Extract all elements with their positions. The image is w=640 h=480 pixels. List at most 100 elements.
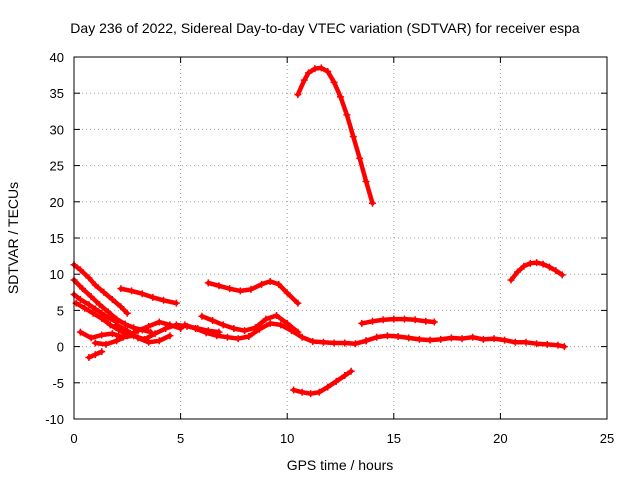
data-point bbox=[552, 267, 560, 275]
data-point bbox=[307, 390, 315, 398]
data-point bbox=[379, 316, 387, 324]
series-arc-upper-right bbox=[507, 259, 566, 284]
data-point bbox=[198, 312, 206, 320]
data-point bbox=[358, 319, 366, 327]
data-point bbox=[330, 78, 338, 86]
data-point bbox=[332, 377, 340, 385]
data-point bbox=[113, 337, 121, 345]
data-point bbox=[330, 339, 338, 347]
data-point bbox=[91, 281, 99, 289]
data-point bbox=[341, 372, 349, 380]
data-point bbox=[87, 334, 95, 342]
data-point bbox=[298, 388, 306, 396]
series-arc-late-low bbox=[362, 332, 568, 351]
data-point bbox=[192, 325, 200, 332]
data-point bbox=[513, 268, 521, 276]
data-point bbox=[300, 76, 308, 84]
data-point bbox=[319, 338, 327, 346]
data-point bbox=[245, 332, 253, 340]
data-point bbox=[76, 328, 84, 336]
data-point bbox=[411, 316, 419, 324]
series-line bbox=[199, 313, 301, 335]
data-point bbox=[262, 315, 270, 323]
data-point bbox=[98, 348, 106, 356]
data-point bbox=[507, 276, 515, 284]
data-point bbox=[81, 304, 89, 312]
y-tick-label: 30 bbox=[50, 122, 64, 137]
data-point bbox=[134, 327, 142, 335]
data-point bbox=[96, 301, 104, 309]
data-point bbox=[283, 319, 291, 327]
data-point bbox=[437, 335, 445, 343]
series-line bbox=[114, 322, 173, 345]
plot-frame bbox=[73, 56, 608, 420]
y-tick-label: 25 bbox=[50, 159, 64, 174]
data-point bbox=[275, 280, 283, 288]
y-tick-label: -10 bbox=[45, 412, 64, 427]
data-point bbox=[215, 282, 223, 290]
data-point bbox=[224, 333, 232, 341]
data-point bbox=[241, 327, 249, 335]
data-point bbox=[405, 334, 413, 342]
x-tick-label: 15 bbox=[387, 431, 401, 446]
series-line bbox=[71, 262, 130, 316]
data-point bbox=[277, 321, 285, 329]
data-point bbox=[87, 293, 95, 301]
data-point bbox=[85, 274, 93, 282]
data-point bbox=[108, 296, 116, 304]
data-point bbox=[166, 321, 174, 329]
series-arc-negative bbox=[290, 367, 355, 398]
x-tick-label: 10 bbox=[280, 431, 294, 446]
data-point bbox=[123, 309, 131, 317]
data-point bbox=[290, 386, 298, 394]
data-point bbox=[138, 290, 146, 298]
data-point bbox=[234, 335, 242, 343]
x-tick-label: 0 bbox=[70, 431, 77, 446]
data-point bbox=[181, 321, 189, 329]
data-point bbox=[501, 336, 509, 344]
data-point bbox=[415, 335, 423, 343]
y-tick-label: 15 bbox=[50, 231, 64, 246]
data-point bbox=[151, 330, 159, 338]
y-tick-label: -5 bbox=[52, 376, 64, 391]
data-point bbox=[362, 337, 370, 345]
data-point bbox=[533, 340, 541, 348]
data-point bbox=[341, 339, 349, 347]
y-tick-labels: -10 -5 0 5 10 15 20 25 30 35 40 bbox=[45, 50, 64, 427]
series-arc-early-8 bbox=[117, 285, 180, 307]
axis-ticks bbox=[73, 56, 608, 420]
data-point bbox=[368, 199, 376, 207]
data-point bbox=[305, 69, 313, 77]
data-point bbox=[324, 67, 332, 75]
series-arc-start-11 bbox=[70, 261, 131, 317]
data-point bbox=[117, 303, 125, 311]
data-point bbox=[226, 285, 234, 293]
data-point bbox=[543, 340, 551, 348]
data-point bbox=[526, 259, 534, 267]
data-point bbox=[100, 288, 108, 296]
data-point bbox=[458, 335, 466, 343]
series-arc-mid-low bbox=[181, 319, 370, 348]
data-point bbox=[309, 338, 317, 346]
data-point bbox=[347, 367, 355, 375]
data-series bbox=[70, 64, 568, 398]
series-arc-mid-8 bbox=[204, 277, 302, 307]
data-point bbox=[383, 332, 391, 340]
y-tick-label: 20 bbox=[50, 195, 64, 210]
data-point bbox=[98, 314, 106, 322]
data-point bbox=[134, 334, 142, 342]
data-point bbox=[123, 327, 131, 335]
data-point bbox=[251, 324, 259, 332]
data-point bbox=[172, 299, 180, 307]
series-arc-high bbox=[294, 64, 376, 207]
data-point bbox=[294, 299, 302, 307]
series-arc-early-low2 bbox=[91, 318, 185, 348]
data-point bbox=[166, 332, 174, 340]
data-point bbox=[76, 296, 84, 304]
data-point bbox=[91, 339, 99, 347]
x-tick-label: 5 bbox=[177, 431, 184, 446]
y-tick-label: 40 bbox=[50, 50, 64, 65]
data-point bbox=[511, 338, 519, 346]
data-point bbox=[533, 259, 541, 267]
